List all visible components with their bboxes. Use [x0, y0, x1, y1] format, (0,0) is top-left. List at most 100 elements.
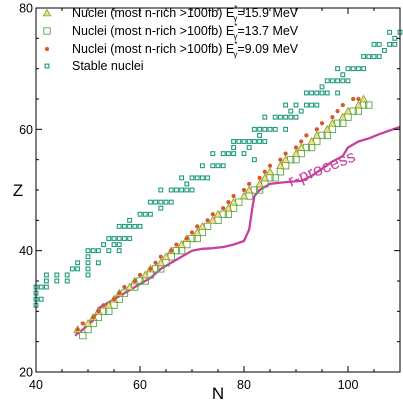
point-circle	[132, 278, 137, 284]
legend-entry-2: Nuclei (most n-rich >100fb) E* γ=9.09 MeV	[44, 40, 299, 59]
point-small-square	[132, 223, 138, 229]
point-small-square	[205, 175, 211, 181]
point-circle	[80, 321, 85, 326]
y-tick-label: 40	[19, 244, 33, 258]
point-triangle	[224, 203, 233, 212]
point-square	[271, 174, 279, 182]
point-small-square	[303, 102, 309, 108]
point-small-square	[38, 296, 44, 302]
point-small-square	[127, 236, 133, 241]
point-circle	[241, 187, 247, 193]
point-circle	[148, 266, 153, 272]
point-small-square	[381, 48, 387, 53]
point-small-square	[64, 272, 70, 278]
point-small-square	[43, 278, 49, 284]
point-small-square	[158, 187, 164, 193]
point-small-square	[272, 126, 278, 132]
point-circle	[96, 309, 101, 314]
point-small-square	[75, 266, 81, 272]
point-small-square	[251, 157, 257, 163]
point-small-square	[189, 187, 195, 193]
point-triangle	[307, 137, 316, 145]
point-small-square	[340, 72, 346, 78]
point-circle	[304, 133, 309, 138]
point-small-square	[298, 108, 304, 114]
y-tick-label: 60	[19, 123, 33, 137]
point-small-square	[127, 223, 133, 229]
series-3-points	[33, 29, 403, 308]
point-small-square	[137, 211, 143, 217]
point-triangle	[276, 161, 285, 170]
point-small-square	[116, 242, 122, 248]
point-small-square	[251, 126, 257, 132]
point-triangle	[83, 319, 93, 327]
point-triangle	[244, 185, 254, 194]
point-small-square	[184, 181, 190, 187]
point-small-square	[106, 236, 112, 241]
point-circle	[267, 163, 273, 168]
point-small-square	[95, 248, 101, 254]
point-circle	[221, 206, 226, 211]
point-small-square	[210, 163, 216, 169]
point-triangle	[140, 270, 150, 279]
point-triangle	[125, 282, 134, 291]
point-small-square	[319, 90, 325, 96]
point-small-square	[220, 163, 226, 169]
legend-label: Nuclei (most n-rich >100fb) E* γ=13.7 MeV	[72, 22, 299, 41]
point-small-square	[158, 199, 164, 205]
point-circle	[231, 193, 236, 199]
point-triangle	[312, 130, 322, 139]
point-small-square	[272, 114, 278, 120]
point-circle	[91, 315, 96, 320]
point-small-square	[340, 78, 346, 84]
point-triangle	[359, 94, 368, 103]
point-small-square	[95, 260, 101, 266]
point-circle	[278, 157, 283, 162]
point-triangle	[239, 191, 249, 200]
point-small-square	[251, 139, 257, 144]
point-small-square	[142, 211, 148, 217]
point-small-square	[85, 260, 91, 266]
point-small-square	[324, 78, 330, 84]
legend-label-main: Stable nuclei	[72, 59, 144, 73]
point-small-square	[376, 41, 382, 47]
legend-marker-square	[43, 27, 51, 35]
point-small-square	[85, 254, 91, 260]
legend-marker-triangle	[42, 8, 52, 17]
point-small-square	[392, 41, 398, 47]
point-small-square	[309, 90, 315, 96]
point-triangle	[161, 252, 171, 261]
legend-label-value: =13.7 MeV	[237, 24, 298, 38]
point-circle	[299, 139, 304, 144]
point-small-square	[283, 102, 289, 108]
x-tick-label: 80	[237, 378, 251, 392]
point-small-square	[257, 139, 263, 144]
legend-label-sub: γ	[233, 14, 237, 23]
point-triangle	[291, 149, 301, 157]
point-small-square	[158, 205, 164, 211]
point-triangle	[265, 167, 275, 176]
point-triangle	[208, 215, 218, 224]
point-small-square	[168, 199, 174, 205]
x-tick-label: 100	[338, 378, 359, 392]
point-triangle	[156, 258, 166, 267]
point-small-square	[179, 175, 185, 181]
point-small-square	[69, 266, 75, 272]
point-small-square	[75, 260, 81, 266]
point-small-square	[329, 78, 335, 84]
r-process-path-layer	[74, 125, 401, 337]
legend-label-sup: *	[234, 22, 237, 31]
point-small-square	[345, 66, 351, 72]
point-small-square	[116, 236, 122, 241]
point-triangle	[260, 173, 270, 182]
point-circle	[262, 169, 267, 174]
point-triangle	[255, 179, 264, 188]
point-small-square	[314, 102, 320, 108]
point-triangle	[198, 221, 207, 230]
point-small-square	[111, 236, 117, 241]
point-small-square	[371, 41, 377, 47]
point-triangle	[354, 100, 363, 109]
point-small-square	[350, 66, 356, 72]
